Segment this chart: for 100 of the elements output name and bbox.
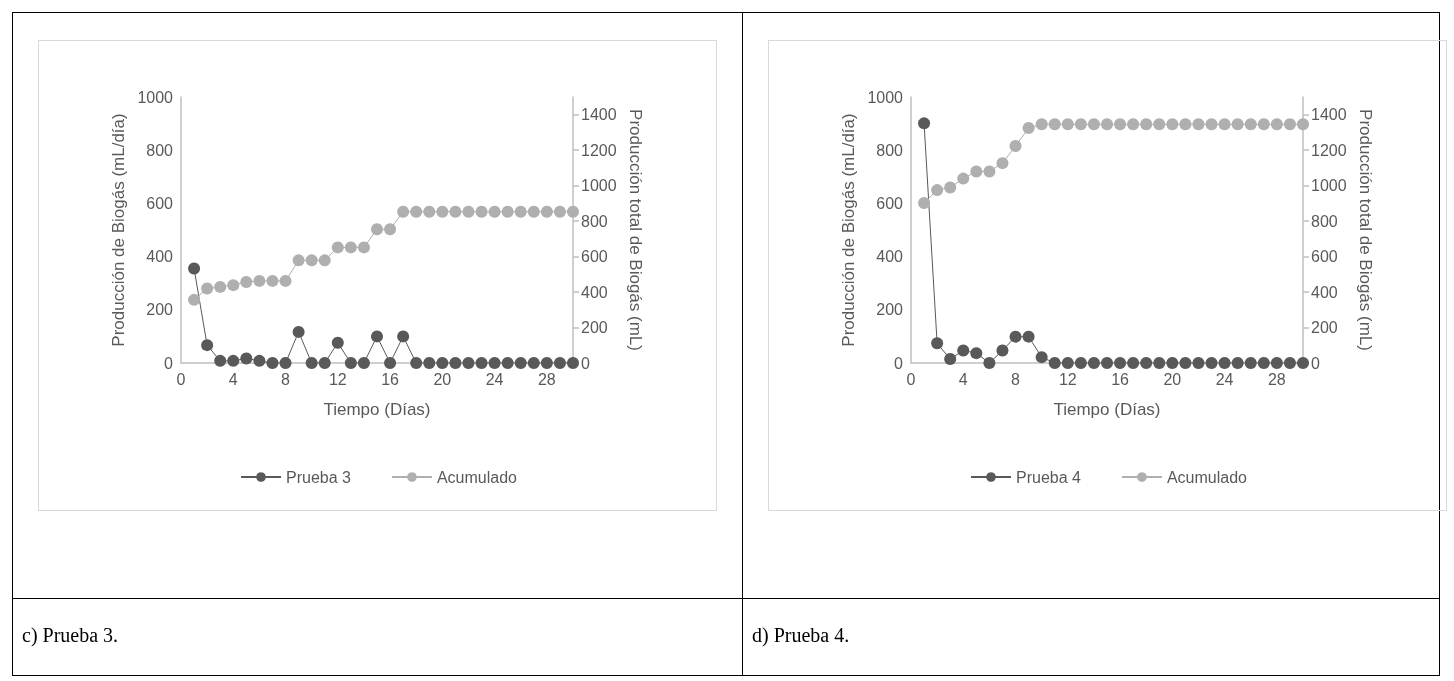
point <box>983 165 996 178</box>
x-axis-title: Tiempo (Días) <box>1053 400 1161 419</box>
point <box>1140 118 1153 131</box>
point <box>944 353 957 366</box>
point <box>1074 357 1087 369</box>
point <box>1022 330 1035 343</box>
point <box>970 347 983 360</box>
x-tick-label: 0 <box>176 370 186 388</box>
legend-label: Acumulado <box>436 468 518 486</box>
x-tick-label: 16 <box>381 370 400 388</box>
y2-tick-label: 800 <box>1311 212 1338 230</box>
point <box>1283 357 1296 369</box>
x-tick-label: 16 <box>1111 370 1130 388</box>
x-tick-label: 0 <box>906 370 916 388</box>
point <box>567 357 579 369</box>
y-tick-label: 0 <box>894 354 904 372</box>
y2-tick-label: 1400 <box>1311 106 1347 124</box>
point <box>318 357 331 369</box>
x-tick-label: 4 <box>958 370 968 388</box>
point <box>1127 357 1140 369</box>
point <box>292 254 305 267</box>
point <box>1022 122 1035 135</box>
point <box>1166 118 1179 131</box>
point <box>357 241 370 254</box>
y2-tick-label: 1200 <box>1311 141 1347 159</box>
point <box>931 184 944 197</box>
x-tick-label: 28 <box>537 370 556 388</box>
point <box>188 293 201 306</box>
point <box>279 357 292 369</box>
point <box>1101 357 1113 369</box>
point <box>1257 118 1270 131</box>
point <box>1179 357 1192 369</box>
point <box>214 354 227 367</box>
point <box>1101 118 1113 131</box>
point <box>240 275 253 288</box>
point <box>423 357 436 369</box>
point <box>384 223 397 236</box>
point <box>1270 118 1283 131</box>
legend-label: Prueba 4 <box>1016 468 1082 486</box>
point <box>214 280 227 293</box>
point <box>227 354 240 367</box>
y-tick-label: 600 <box>146 194 174 212</box>
point <box>344 241 357 254</box>
point <box>475 205 488 218</box>
point <box>449 357 462 369</box>
point <box>567 205 579 218</box>
y-tick-label: 200 <box>146 301 174 319</box>
point <box>266 357 279 369</box>
point <box>1231 118 1244 131</box>
x-axis-title: Tiempo (Días) <box>323 400 431 419</box>
y-tick-label: 800 <box>876 141 904 159</box>
point <box>931 337 944 350</box>
point <box>1218 357 1231 369</box>
point <box>240 352 253 365</box>
point <box>1114 118 1127 131</box>
point <box>227 279 240 292</box>
point <box>1192 357 1205 369</box>
y2-axis-title: Producción total de Biogás (mL) <box>626 109 646 351</box>
point <box>1074 118 1087 131</box>
x-tick-label: 4 <box>228 370 238 388</box>
x-tick-label: 28 <box>1267 370 1286 388</box>
y2-tick-label: 400 <box>1311 283 1338 301</box>
x-tick-label: 12 <box>328 370 347 388</box>
point <box>970 165 983 178</box>
y-tick-label: 1000 <box>137 88 174 106</box>
point <box>1009 330 1022 343</box>
point <box>527 357 540 369</box>
point <box>462 357 475 369</box>
point <box>1166 357 1179 369</box>
point <box>918 197 931 210</box>
point <box>501 205 514 218</box>
point <box>1244 357 1257 369</box>
point <box>397 330 410 343</box>
y-tick-label: 400 <box>146 248 174 266</box>
y-tick-label: 0 <box>164 354 174 372</box>
point <box>266 274 279 287</box>
y-tick-label: 600 <box>876 194 904 212</box>
point <box>1231 357 1244 369</box>
point <box>1244 118 1257 131</box>
point <box>436 357 449 369</box>
point <box>527 205 540 218</box>
point <box>1153 118 1166 131</box>
point <box>305 254 318 267</box>
legend-label: Prueba 3 <box>286 468 352 486</box>
point <box>918 117 931 130</box>
y2-tick-label: 400 <box>581 283 608 301</box>
point <box>410 205 423 218</box>
legend-label: Acumulado <box>1166 468 1248 486</box>
point <box>1218 118 1231 131</box>
text: d) Prueba 4. <box>752 624 850 647</box>
point <box>1297 357 1309 369</box>
point <box>344 357 357 369</box>
x-tick-label: 24 <box>485 370 504 388</box>
point <box>292 325 305 338</box>
point <box>371 223 383 236</box>
point <box>475 357 488 369</box>
x-tick-label: 8 <box>281 370 291 388</box>
point <box>1087 118 1100 131</box>
y2-tick-label: 1400 <box>581 106 617 124</box>
x-tick-label: 24 <box>1215 370 1234 388</box>
